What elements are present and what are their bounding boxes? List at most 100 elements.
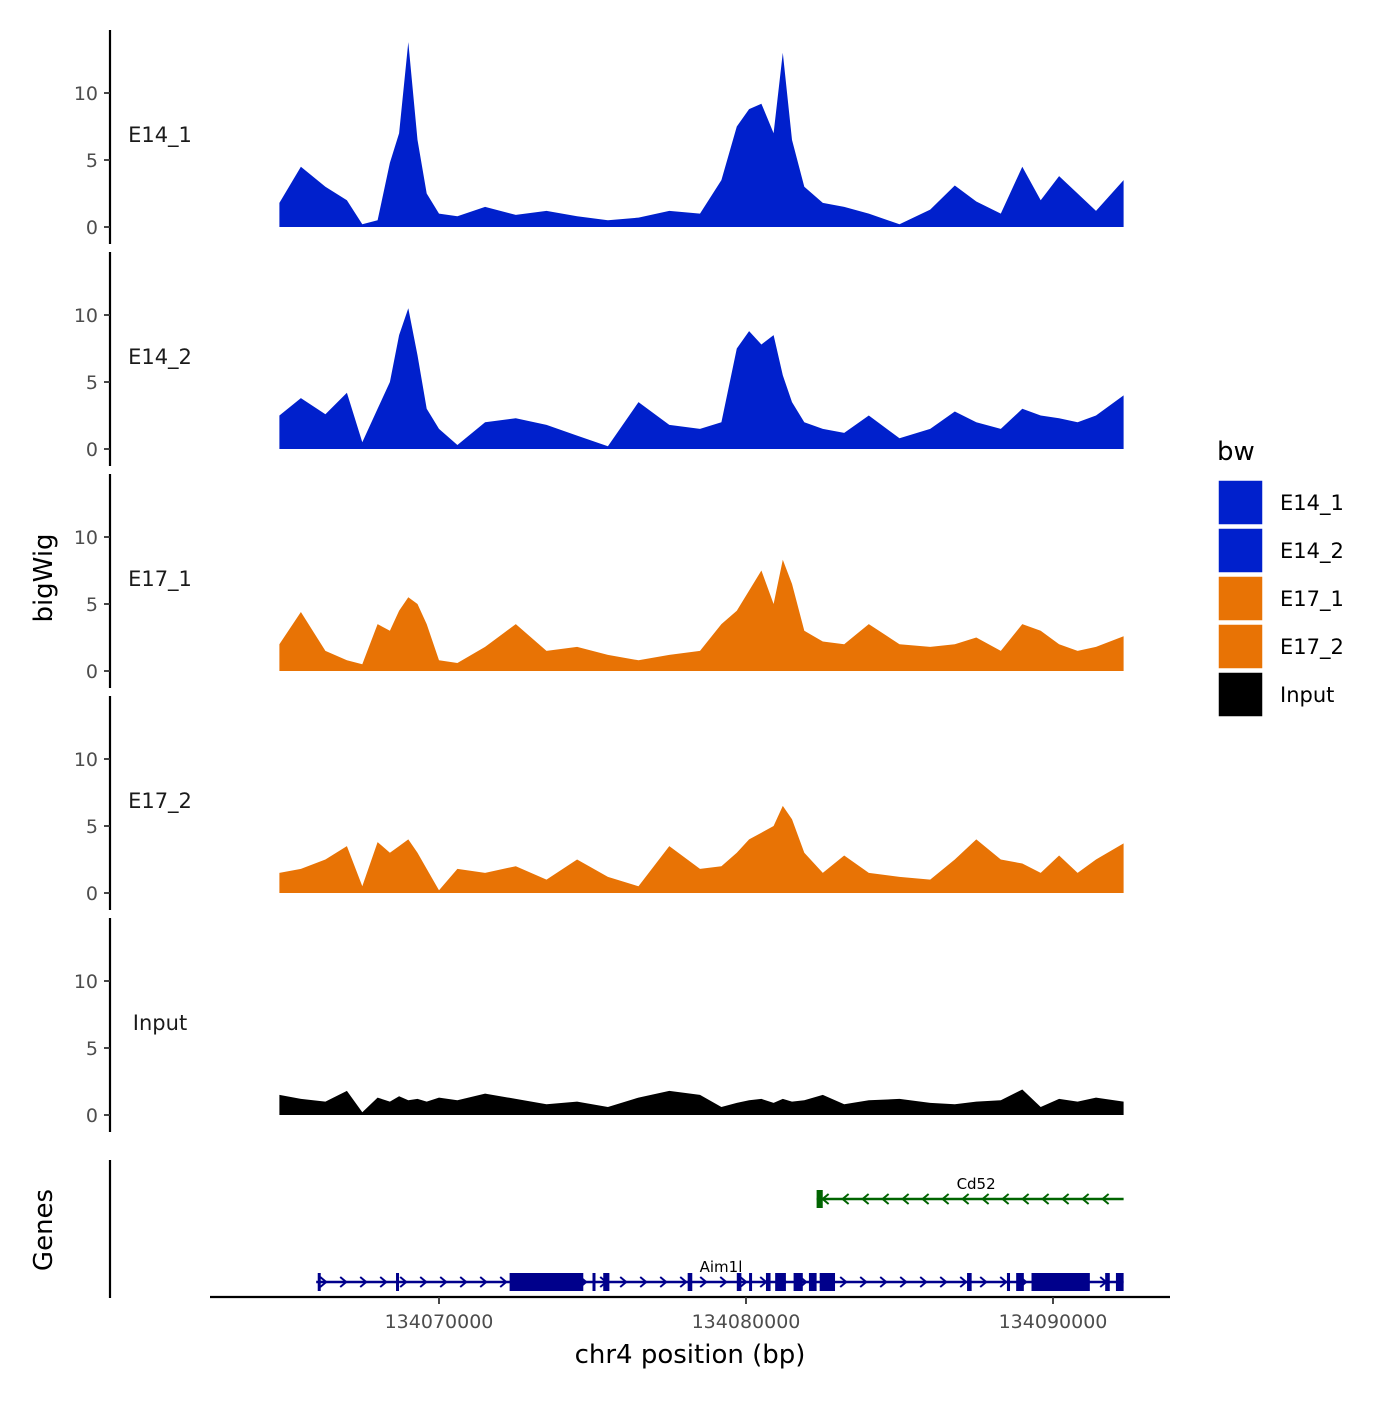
track-label-e17-2: E17_2	[128, 789, 192, 814]
coverage-area-e17-2	[279, 805, 1124, 893]
track-label-e14-2: E14_2	[128, 345, 192, 370]
strand-arrow	[479, 1276, 488, 1288]
exon-block	[775, 1273, 786, 1291]
coverage-area-e14-2	[279, 308, 1124, 449]
gene-cd52: Cd52	[816, 1175, 1124, 1208]
panel-e17-1: 0 5 10 E17_1	[74, 474, 1124, 688]
y-tick-label: 0	[86, 883, 98, 905]
strand-arrow	[859, 1276, 868, 1288]
strand-arrow	[879, 1276, 888, 1288]
exon-block	[808, 1273, 817, 1291]
exon-block	[1016, 1273, 1024, 1291]
strand-arrow	[1061, 1193, 1070, 1205]
exon-block	[509, 1273, 584, 1291]
y-axis-title: bigWig	[29, 533, 59, 622]
x-tick-label: 134090000	[999, 1311, 1108, 1333]
exon-block	[967, 1273, 972, 1291]
track-label-e14-1: E14_1	[128, 123, 192, 148]
strand-arrow	[639, 1276, 648, 1288]
strand-arrow	[979, 1276, 988, 1288]
exon-block	[793, 1273, 803, 1291]
panel-e17-2: 0 5 10 E17_2	[74, 696, 1124, 910]
strand-arrow	[921, 1193, 930, 1205]
strand-arrow	[499, 1276, 508, 1288]
coverage-area-input	[279, 1089, 1124, 1115]
strand-arrow	[1001, 1193, 1010, 1205]
strand-arrow	[719, 1276, 728, 1288]
strand-arrow	[399, 1276, 408, 1288]
y-tick-label: 5	[86, 150, 98, 172]
strand-arrow	[319, 1276, 328, 1288]
legend-label: E14_1	[1280, 491, 1344, 516]
legend-label: E14_2	[1280, 539, 1344, 564]
exon-block	[749, 1273, 753, 1291]
coverage-area-e14-1	[279, 42, 1124, 227]
gene-label-aim1l: Aim1l	[700, 1258, 743, 1276]
y-tick-label: 0	[86, 1105, 98, 1127]
strand-arrow	[699, 1276, 708, 1288]
legend-label: E17_2	[1280, 635, 1344, 660]
strand-arrow	[659, 1276, 668, 1288]
legend-title: bw	[1217, 437, 1255, 467]
gene-aim1l: Aim1l	[316, 1258, 1124, 1291]
legend-swatch	[1217, 479, 1264, 526]
exon-block	[1031, 1273, 1090, 1291]
exon-block	[1115, 1273, 1124, 1291]
y-tick-label: 10	[74, 527, 98, 549]
strand-arrow	[1101, 1193, 1110, 1205]
exon-block	[317, 1273, 321, 1291]
gene-track-title: Genes	[29, 1189, 59, 1271]
gene-label-cd52: Cd52	[957, 1175, 996, 1193]
strand-arrow	[419, 1276, 428, 1288]
track-label-e17-1: E17_1	[128, 567, 192, 592]
strand-arrow	[359, 1276, 368, 1288]
exon-block	[592, 1273, 596, 1291]
panel-input: 0 5 10 Input	[74, 918, 1124, 1132]
y-tick-label: 10	[74, 749, 98, 771]
strand-arrow	[439, 1276, 448, 1288]
strand-arrow	[959, 1276, 968, 1288]
panel-e14-2: 0 5 10 E14_2	[74, 252, 1124, 466]
exon-block	[396, 1273, 400, 1291]
strand-arrow	[839, 1276, 848, 1288]
exon-block	[736, 1273, 742, 1291]
y-tick-label: 10	[74, 971, 98, 993]
strand-arrow	[919, 1276, 928, 1288]
strand-arrow	[739, 1276, 748, 1288]
strand-arrow	[961, 1193, 970, 1205]
y-tick-label: 5	[86, 594, 98, 616]
exon-block	[603, 1273, 610, 1291]
strand-arrow	[981, 1193, 990, 1205]
y-tick-label: 5	[86, 816, 98, 838]
legend-swatch	[1217, 623, 1264, 670]
exon-block	[819, 1273, 836, 1291]
y-tick-label: 10	[74, 83, 98, 105]
legend-label: Input	[1280, 683, 1334, 707]
exon-block	[816, 1190, 823, 1208]
exon-block	[687, 1273, 693, 1291]
strand-arrow	[881, 1193, 890, 1205]
coverage-area-e17-1	[279, 559, 1124, 671]
y-tick-label: 5	[86, 1038, 98, 1060]
strand-arrow	[679, 1276, 688, 1288]
strand-arrow	[1041, 1193, 1050, 1205]
x-axis: 134070000 134080000 134090000	[210, 1295, 1170, 1333]
strand-arrow	[999, 1276, 1008, 1288]
strand-arrow	[939, 1276, 948, 1288]
strand-arrow	[899, 1276, 908, 1288]
y-tick-label: 0	[86, 217, 98, 239]
gene-track: Cd52 Aim1l	[108, 1160, 1124, 1298]
y-tick-label: 10	[74, 305, 98, 327]
panel-e14-1: 0 5 10 E14_1	[74, 30, 1124, 244]
strand-arrow	[1081, 1193, 1090, 1205]
coverage-panels: 0 5 10 E14_1 0 5 10 E14_2 0 5 10 E17_1 0 5 10 E17_2 0 5 10…	[74, 30, 1124, 1132]
legend-swatch	[1217, 671, 1264, 718]
legend-label: E17_1	[1280, 587, 1344, 612]
exon-block	[1105, 1273, 1110, 1291]
y-tick-label: 5	[86, 372, 98, 394]
strand-arrow	[941, 1193, 950, 1205]
track-label-input: Input	[133, 1011, 187, 1035]
y-tick-label: 0	[86, 661, 98, 683]
y-tick-label: 0	[86, 439, 98, 461]
strand-arrow	[861, 1193, 870, 1205]
